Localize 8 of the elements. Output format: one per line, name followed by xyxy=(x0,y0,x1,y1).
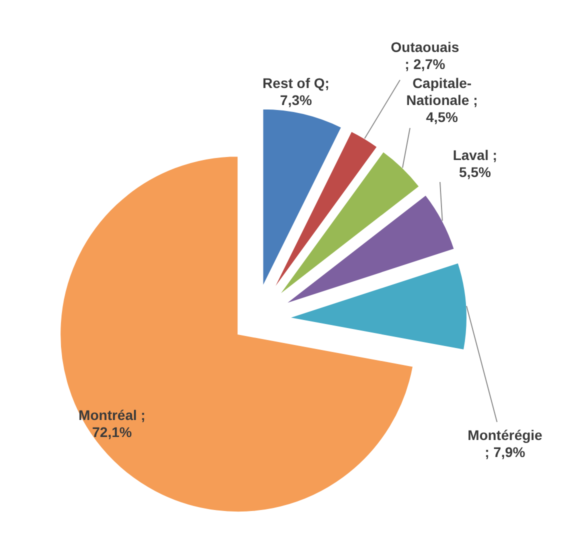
slice-label: Rest of Q; 7,3% xyxy=(262,75,330,108)
data-label: ; 7,9% xyxy=(484,444,526,460)
data-label: ; 2,7% xyxy=(404,56,446,72)
slice-label: Outaouais xyxy=(390,39,460,55)
slice-label: Montérégie xyxy=(468,427,543,443)
slice-label: Montréal ; 72,1% xyxy=(78,407,146,440)
slice-label: Capitale-Nationale ; 4,5% xyxy=(406,75,478,125)
slice-label: Laval ; 5,5% xyxy=(452,147,498,180)
